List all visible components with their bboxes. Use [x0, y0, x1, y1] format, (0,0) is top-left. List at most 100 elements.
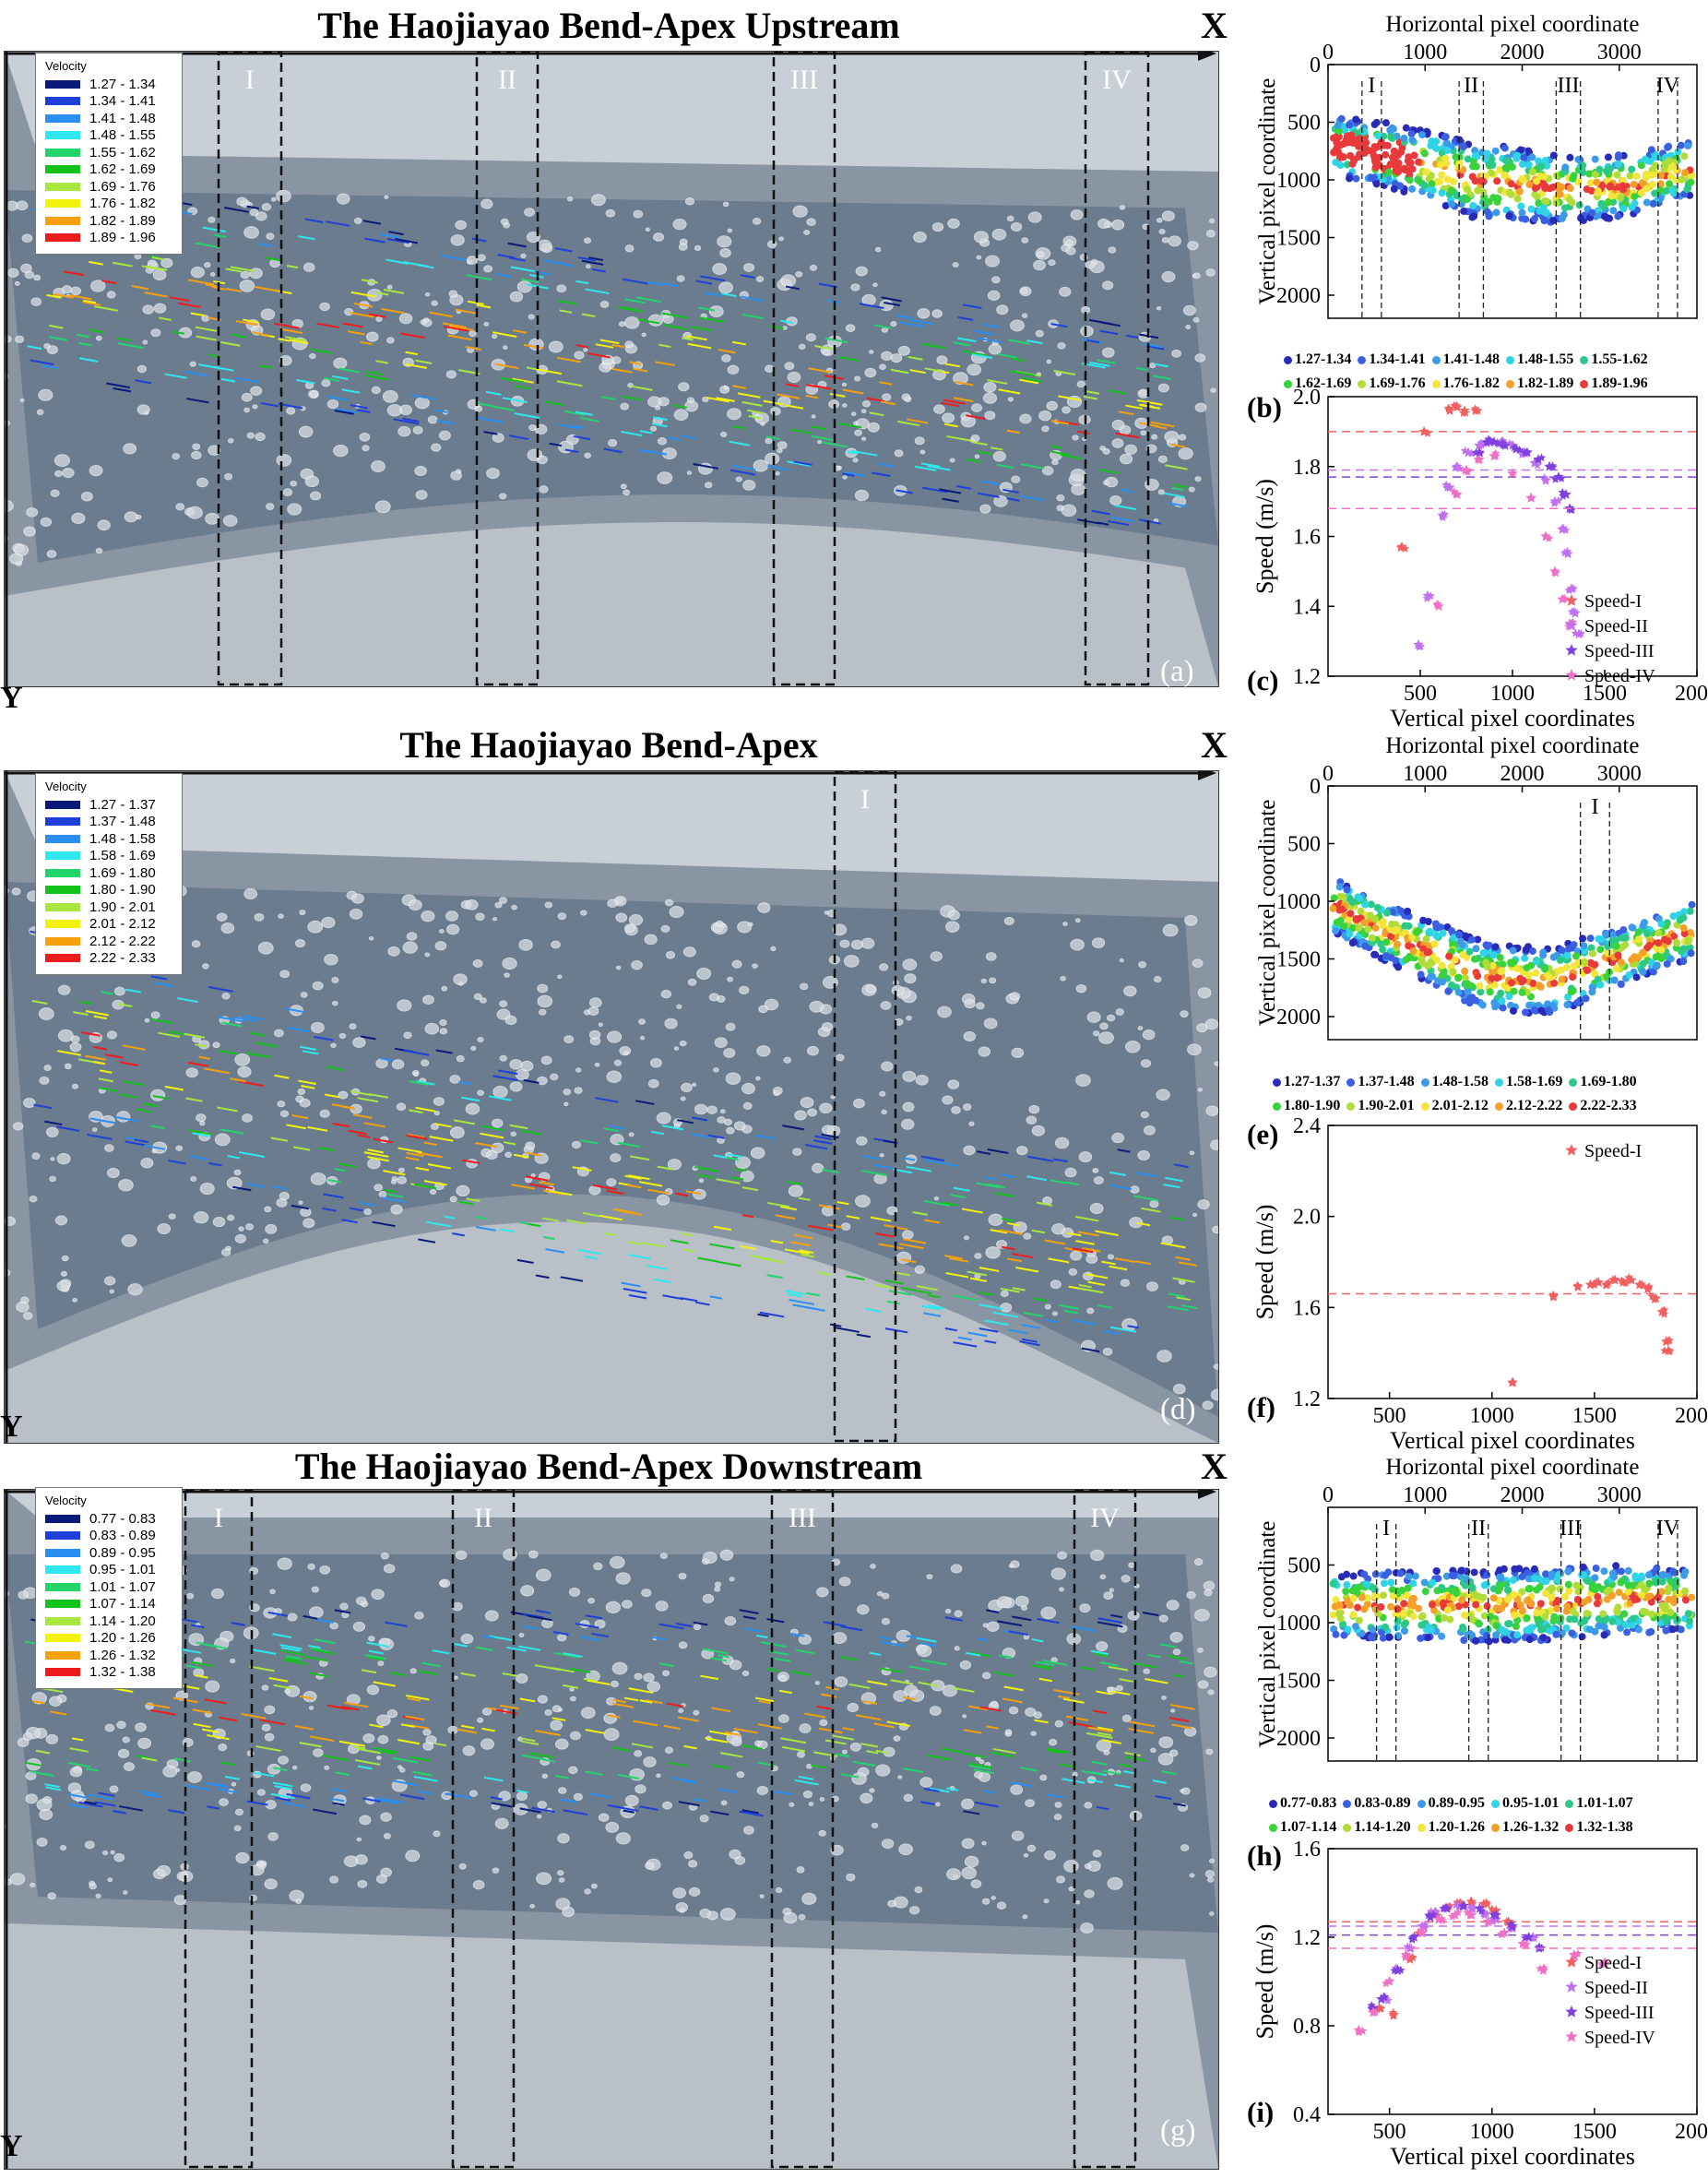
- scatter-point: [1333, 138, 1340, 146]
- x-tick-label: 2000: [1675, 2120, 1708, 2144]
- scatter-point: [1372, 1570, 1380, 1577]
- scatter-point: [1338, 1573, 1346, 1580]
- scatter-point: [1580, 942, 1587, 949]
- scatter-point: [1589, 984, 1596, 992]
- series-legend-label: Speed-II: [1584, 616, 1648, 637]
- scatter-point: [1493, 195, 1500, 202]
- y-axis-letter: Y: [0, 1410, 23, 1445]
- scatter-point: [1537, 983, 1545, 991]
- scatter-point: [1609, 207, 1617, 214]
- scatter-point: [1635, 935, 1643, 943]
- scatter-point: [1571, 172, 1578, 179]
- legend-dot: [1506, 356, 1514, 364]
- scatter-point: [1490, 1594, 1498, 1601]
- scatter-point: [1601, 1624, 1608, 1631]
- scatter-point: [1441, 1614, 1448, 1622]
- scatter-point: [1563, 1001, 1571, 1008]
- scatter-point: [1616, 1589, 1623, 1596]
- scatter-point: [1501, 1636, 1509, 1644]
- scatter-point: [1679, 958, 1687, 965]
- scatter-point: [1433, 1567, 1441, 1575]
- scatter-point: [1522, 1008, 1529, 1016]
- legend-item: 0.83 - 0.89: [45, 1528, 172, 1545]
- y-axis-title: Speed (m/s): [1251, 479, 1278, 594]
- scatter-point: [1479, 1002, 1487, 1009]
- scatter-point: [1528, 153, 1536, 161]
- scatter-point: [1520, 154, 1527, 161]
- legend-dot: [1491, 1824, 1500, 1832]
- panel-label: (f): [1247, 1391, 1275, 1424]
- legend-item: 1.01 - 1.07: [45, 1578, 172, 1596]
- scatter-point: [1461, 1612, 1468, 1619]
- scatter-point: [1565, 945, 1572, 952]
- scatter-point: [1687, 179, 1694, 186]
- legend-label: 1.69 - 1.76: [89, 179, 156, 195]
- scatter-point: [1569, 973, 1576, 981]
- y-tick-label: 0.8: [1293, 2015, 1321, 2039]
- scatter-point: [1385, 169, 1393, 176]
- legend-swatch: [45, 1549, 80, 1557]
- scatter-point: [1338, 115, 1346, 123]
- scatter-point: [1651, 190, 1658, 197]
- zone-label: I: [1368, 74, 1375, 98]
- legend-swatch: [45, 183, 80, 191]
- scatter-point: [1541, 217, 1548, 224]
- scatter-point: [1439, 962, 1446, 970]
- legend-label: 1.27 - 1.37: [89, 797, 156, 813]
- scatter-point: [1343, 886, 1350, 893]
- scatter-point: [1394, 941, 1401, 948]
- zone-label: IV: [1656, 1517, 1680, 1541]
- x-tick-label: 1000: [1490, 682, 1535, 706]
- legend-label: 1.34 - 1.41: [89, 93, 156, 109]
- y-tick-label: 2000: [1276, 1006, 1321, 1029]
- y-tick-label: 1.6: [1293, 1296, 1321, 1320]
- legend-label: 1.82 - 1.89: [89, 213, 156, 229]
- scatter-point: [1548, 1571, 1556, 1578]
- scatter-point: [1332, 1603, 1339, 1611]
- scatter-point: [1488, 975, 1495, 982]
- scatter-point: [1404, 167, 1411, 174]
- scatter-point: [1537, 1007, 1545, 1015]
- scatter-point: [1679, 914, 1687, 922]
- scatter-point: [1358, 1594, 1366, 1601]
- legend-swatch: [45, 903, 80, 911]
- scatter-point: [1496, 1566, 1503, 1574]
- scatter-point: [1429, 180, 1436, 187]
- scatter-point: [1539, 1634, 1547, 1641]
- legend-label: 1.37 - 1.48: [89, 814, 156, 829]
- scatter-point: [1593, 1565, 1600, 1572]
- scatter-point: [1510, 1007, 1517, 1015]
- zone-label: IV: [1656, 74, 1680, 98]
- scatter-point: [1500, 1005, 1507, 1012]
- scatter-point: [1452, 1586, 1459, 1593]
- scatter-point: [1459, 1624, 1466, 1631]
- scatter-point: [1618, 958, 1625, 966]
- scatter-point: [1458, 1597, 1465, 1604]
- scatter-point: [1545, 973, 1552, 981]
- y-tick-label: 2000: [1276, 1727, 1321, 1751]
- scatter-point: [1455, 931, 1463, 938]
- scatter-point: [1370, 152, 1378, 160]
- scatter-point: [1464, 185, 1471, 193]
- scatter-legend-item: 1.48-1.58: [1421, 1074, 1489, 1090]
- scatter-point: [1631, 200, 1638, 208]
- scatter-point: [1430, 940, 1438, 947]
- legend-swatch: [45, 920, 80, 928]
- scatter-point: [1664, 960, 1671, 968]
- scatter-point: [1374, 904, 1382, 911]
- scatter-point: [1513, 155, 1521, 162]
- scatter-point: [1370, 951, 1378, 958]
- scatter-point: [1594, 1600, 1601, 1607]
- scatter-point: [1342, 1588, 1349, 1595]
- scatter-point: [1371, 915, 1379, 922]
- scatter-point: [1559, 975, 1566, 982]
- scatter-point: [1511, 988, 1518, 995]
- scatter-point: [1641, 919, 1648, 926]
- scatter-point: [1591, 1574, 1598, 1581]
- scatter-point: [1561, 204, 1569, 211]
- scatter-point: [1685, 936, 1692, 944]
- scatter-point: [1413, 929, 1420, 936]
- scatter-point: [1648, 172, 1655, 179]
- scatter-point: [1561, 1593, 1569, 1601]
- scatter-point: [1595, 166, 1603, 173]
